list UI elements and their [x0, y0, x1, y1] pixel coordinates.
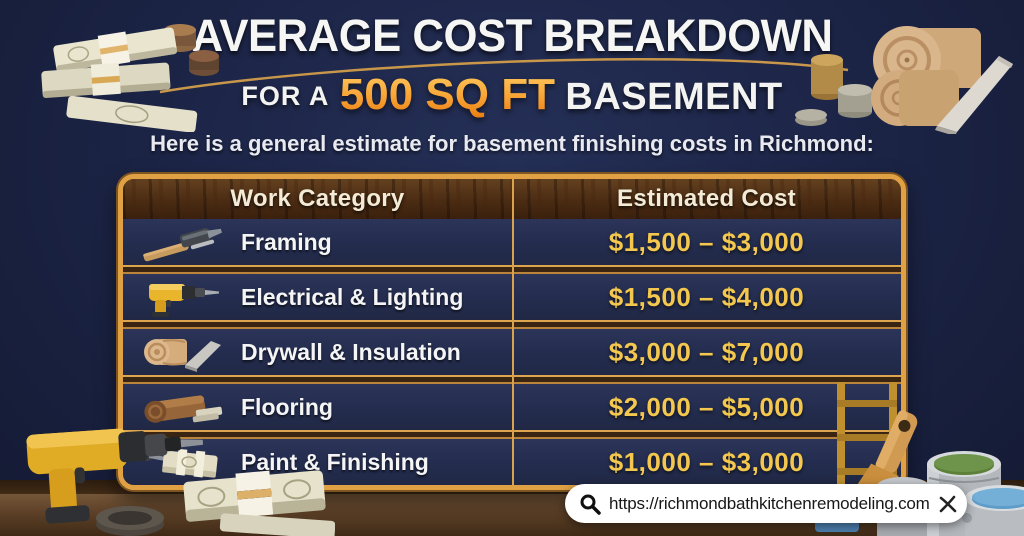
url-bar[interactable]: https://richmondbathkitchenremodeling.co… [565, 484, 967, 523]
flooring-icon [123, 386, 241, 428]
page-header: AVERAGE COST BREAKDOWN FOR A 500 SQ FT B… [0, 10, 1024, 120]
page-subtitle-line: FOR A 500 SQ FT BASEMENT [0, 70, 1024, 120]
category-label: Framing [241, 228, 332, 255]
table-header-row: Work Category Estimated Cost [123, 179, 901, 219]
title-prefix: FOR A [241, 81, 330, 111]
column-header-estimated-cost: Estimated Cost [617, 185, 796, 212]
category-label: Flooring [241, 393, 333, 420]
x-close-icon[interactable] [939, 495, 957, 513]
column-divider [512, 179, 514, 485]
estimate-subtitle: Here is a general estimate for basement … [150, 131, 874, 156]
magnifier-icon [580, 494, 601, 515]
category-label: Electrical & Lighting [241, 283, 464, 310]
cost-value: $1,000 – $3,000 [608, 446, 805, 477]
title-suffix: BASEMENT [565, 76, 783, 118]
cost-value: $1,500 – $4,000 [608, 281, 805, 312]
category-label: Paint & Finishing [241, 448, 429, 475]
category-label: Drywall & Insulation [241, 338, 461, 365]
cost-value: $3,000 – $7,000 [608, 336, 805, 367]
money-stack-icon [123, 441, 241, 483]
column-header-work-category: Work Category [230, 185, 405, 212]
cost-value: $1,500 – $3,000 [608, 226, 805, 257]
page-title: AVERAGE COST BREAKDOWN [191, 10, 833, 61]
insulation-icon [123, 331, 241, 373]
drill-icon [123, 276, 241, 318]
url-text[interactable]: https://richmondbathkitchenremodeling.co… [609, 493, 930, 513]
title-highlight: 500 SQ FT [334, 70, 561, 119]
cost-breakdown-table: Work Category Estimated Cost [118, 174, 906, 490]
cost-value: $2,000 – $5,000 [608, 391, 805, 422]
hammer-icon [123, 222, 241, 262]
